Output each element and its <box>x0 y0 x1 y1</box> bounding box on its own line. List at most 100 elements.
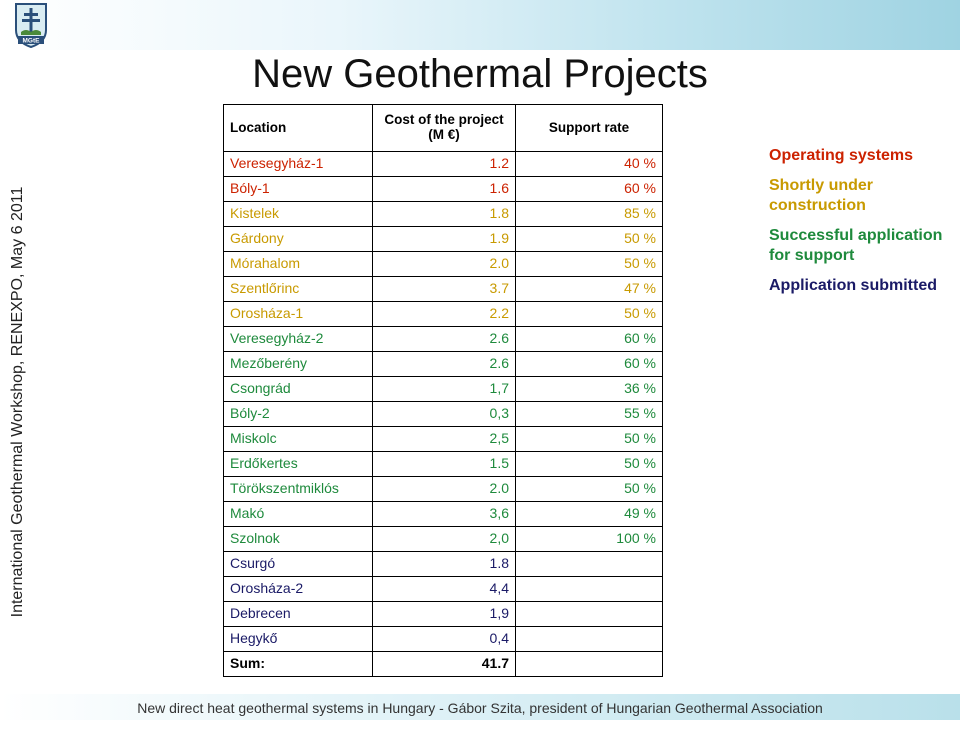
support-rate-cell: 60 % <box>515 351 663 377</box>
support-rate-cell <box>515 576 663 602</box>
cost-cell: 2.2 <box>372 301 516 327</box>
location-cell: Erdőkertes <box>223 451 373 477</box>
table-row: Bóly-2 0,3 55 % <box>223 401 663 427</box>
cost-cell: 2.6 <box>372 351 516 377</box>
cost-cell: 1,9 <box>372 601 516 627</box>
cost-cell: 1.8 <box>372 201 516 227</box>
legend-item-shortly: Shortly under construction <box>769 177 874 214</box>
location-cell: Veresegyház-2 <box>223 326 373 352</box>
location-cell: Hegykő <box>223 626 373 652</box>
cost-cell: 2,0 <box>372 526 516 552</box>
support-rate-cell: 50 % <box>515 451 663 477</box>
cost-cell: 1.9 <box>372 226 516 252</box>
support-rate-cell: 50 % <box>515 476 663 502</box>
double-cross-emblem-icon: MGtE <box>15 3 47 49</box>
table-row: Kistelek 1.8 85 % <box>223 201 663 227</box>
support-rate-cell <box>515 626 663 652</box>
table-row: Makó 3,6 49 % <box>223 501 663 527</box>
location-cell: Debrecen <box>223 601 373 627</box>
event-caption: International Geothermal Workshop, RENEX… <box>9 186 26 618</box>
footer-band <box>0 694 960 720</box>
cost-cell: 3,6 <box>372 501 516 527</box>
support-rate-cell <box>515 651 663 677</box>
location-cell: Szentlőrinc <box>223 276 373 302</box>
support-rate-cell: 40 % <box>515 151 663 177</box>
projects-table: Location Cost of the project (M €) Suppo… <box>223 104 663 677</box>
column-header-location: Location <box>223 104 373 152</box>
location-cell: Törökszentmiklós <box>223 476 373 502</box>
location-cell: Kistelek <box>223 201 373 227</box>
legend-item-submitted: Application submitted <box>769 277 937 294</box>
table-body: Veresegyház-1 1.2 40 % Bóly-1 1.6 60 % Kistele… <box>223 151 663 677</box>
legend-item-successful: Successful application for support <box>769 227 943 264</box>
support-rate-cell: 60 % <box>515 176 663 202</box>
support-rate-cell: 100 % <box>515 526 663 552</box>
location-cell: Mezőberény <box>223 351 373 377</box>
location-cell: Miskolc <box>223 426 373 452</box>
table-row: Erdőkertes 1.5 50 % <box>223 451 663 477</box>
location-cell: Sum: <box>223 651 373 677</box>
support-rate-cell: 36 % <box>515 376 663 402</box>
table-row: Orosháza-1 2.2 50 % <box>223 301 663 327</box>
cost-cell: 2,5 <box>372 426 516 452</box>
cost-cell: 1,7 <box>372 376 516 402</box>
location-cell: Gárdony <box>223 226 373 252</box>
support-rate-cell: 60 % <box>515 326 663 352</box>
support-rate-cell: 50 % <box>515 426 663 452</box>
table-row: Mórahalom 2.0 50 % <box>223 251 663 277</box>
cost-cell: 1.2 <box>372 151 516 177</box>
support-rate-cell: 50 % <box>515 226 663 252</box>
cost-cell: 1.8 <box>372 551 516 577</box>
status-legend: Operating systems Shortly under construct… <box>769 146 949 306</box>
table-row: Bóly-1 1.6 60 % <box>223 176 663 202</box>
support-rate-cell <box>515 601 663 627</box>
column-header-cost: Cost of the project (M €) <box>372 104 516 152</box>
table-row: Miskolc 2,5 50 % <box>223 426 663 452</box>
table-row: Csongrád 1,7 36 % <box>223 376 663 402</box>
location-cell: Szolnok <box>223 526 373 552</box>
footer-caption: New direct heat geothermal systems in Hu… <box>137 700 823 716</box>
table-row: Csurgó 1.8 <box>223 551 663 577</box>
location-cell: Mórahalom <box>223 251 373 277</box>
location-cell: Csongrád <box>223 376 373 402</box>
table-row: Veresegyház-2 2.6 60 % <box>223 326 663 352</box>
cost-cell: 1.5 <box>372 451 516 477</box>
table-row: Debrecen 1,9 <box>223 601 663 627</box>
table-header-row: Location Cost of the project (M €) Suppo… <box>223 104 663 152</box>
location-cell: Makó <box>223 501 373 527</box>
header-band <box>0 0 960 50</box>
table-row: Szolnok 2,0 100 % <box>223 526 663 552</box>
cost-cell: 2.6 <box>372 326 516 352</box>
table-row: Törökszentmiklós 2.0 50 % <box>223 476 663 502</box>
table-row: Veresegyház-1 1.2 40 % <box>223 151 663 177</box>
cost-cell: 1.6 <box>372 176 516 202</box>
location-cell: Orosháza-1 <box>223 301 373 327</box>
cost-cell: 3.7 <box>372 276 516 302</box>
column-header-support: Support rate <box>515 104 663 152</box>
table-row: Orosháza-2 4,4 <box>223 576 663 602</box>
table-row: Hegykő 0,4 <box>223 626 663 652</box>
legend-item-operating: Operating systems <box>769 147 914 164</box>
cost-cell: 0,4 <box>372 626 516 652</box>
support-rate-cell: 50 % <box>515 251 663 277</box>
logo-text: MGtE <box>23 38 41 45</box>
location-cell: Bóly-1 <box>223 176 373 202</box>
support-rate-cell: 50 % <box>515 301 663 327</box>
support-rate-cell: 49 % <box>515 501 663 527</box>
table-row: Gárdony 1.9 50 % <box>223 226 663 252</box>
sum-row: Sum: 41.7 <box>223 651 663 677</box>
cost-cell: 2.0 <box>372 251 516 277</box>
cost-cell: 0,3 <box>372 401 516 427</box>
location-cell: Csurgó <box>223 551 373 577</box>
support-rate-cell: 47 % <box>515 276 663 302</box>
cost-cell: 41.7 <box>372 651 516 677</box>
support-rate-cell <box>515 551 663 577</box>
mgte-logo: MGtE <box>10 2 52 49</box>
table-row: Mezőberény 2.6 60 % <box>223 351 663 377</box>
support-rate-cell: 55 % <box>515 401 663 427</box>
location-cell: Bóly-2 <box>223 401 373 427</box>
table-row: Szentlőrinc 3.7 47 % <box>223 276 663 302</box>
support-rate-cell: 85 % <box>515 201 663 227</box>
cost-cell: 4,4 <box>372 576 516 602</box>
location-cell: Veresegyház-1 <box>223 151 373 177</box>
